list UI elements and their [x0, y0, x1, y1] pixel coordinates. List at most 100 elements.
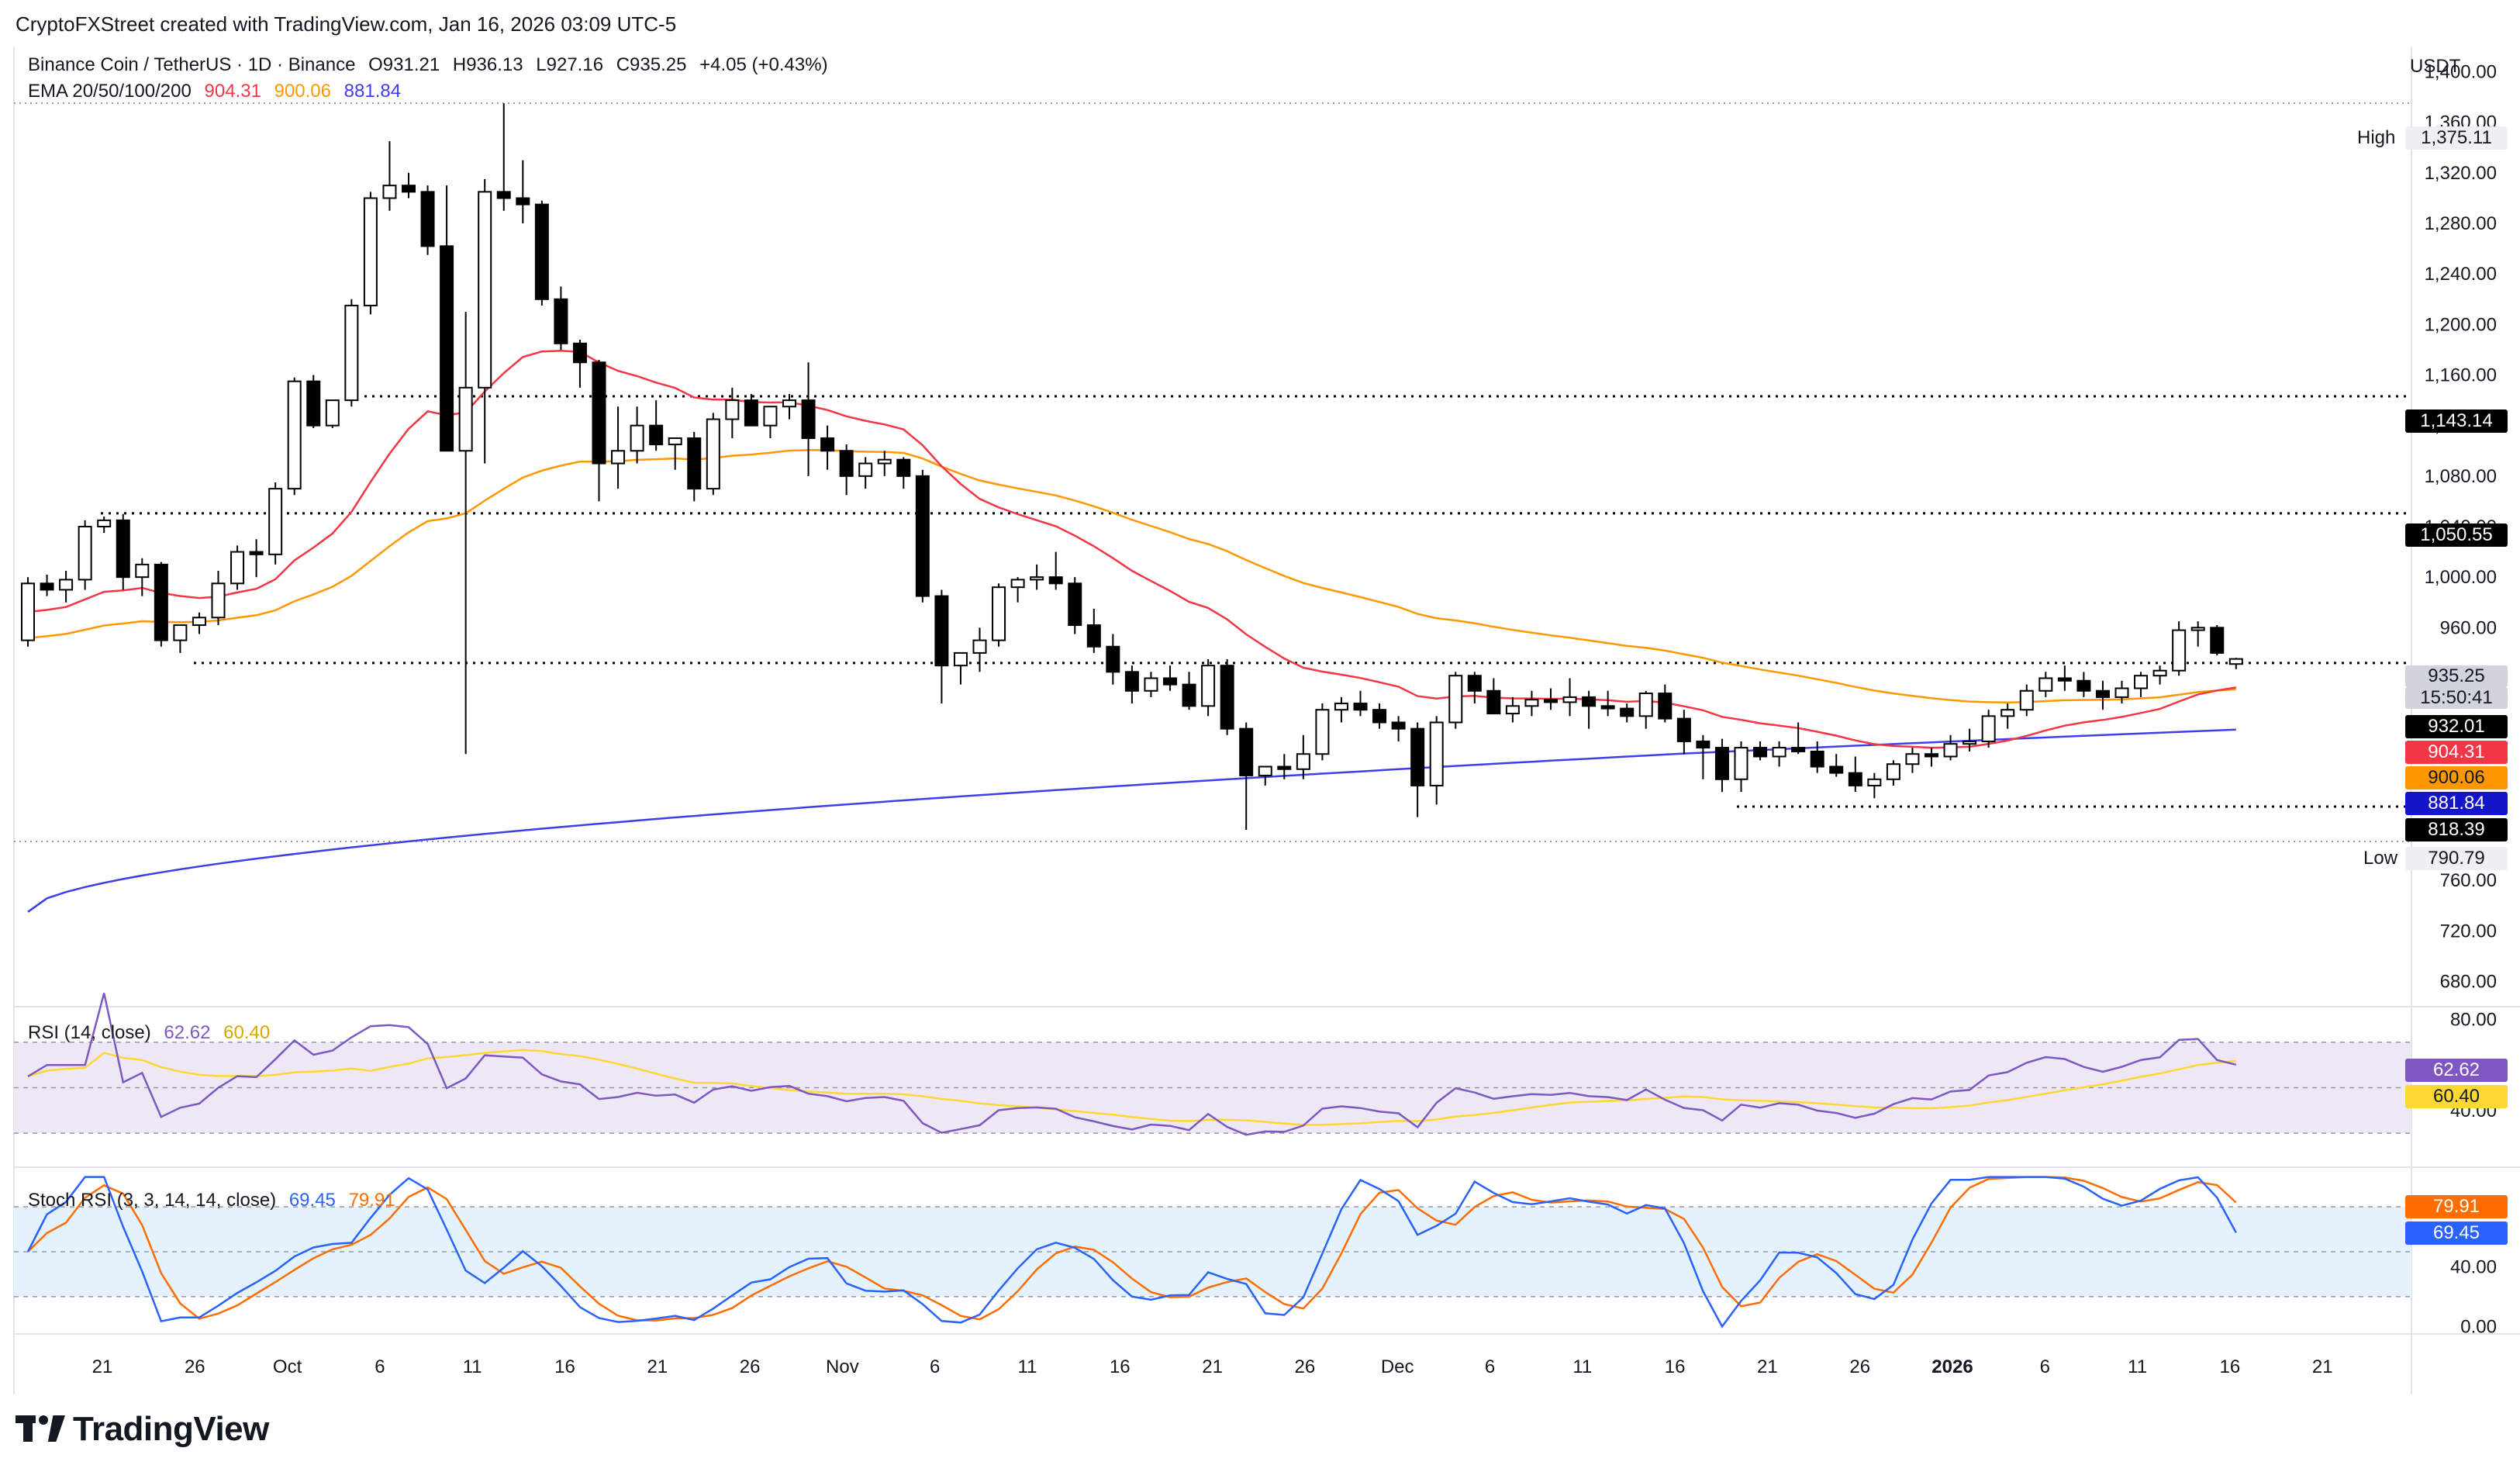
- currency-label[interactable]: USDT: [2410, 56, 2461, 77]
- stoch-k-value: 69.45: [288, 1190, 336, 1211]
- ema20-value: 904.31: [204, 81, 261, 102]
- price-tick-label: 1,000.00: [2425, 567, 2497, 588]
- ema100-line: [27, 728, 2236, 913]
- stoch-legend-title: Stoch RSI (3, 3, 14, 14, close): [28, 1190, 277, 1211]
- candle-down: [1676, 717, 1691, 742]
- x-tick-label: 16: [2220, 1356, 2241, 1377]
- candle-up: [953, 651, 968, 667]
- ohlc-open: O931.21: [368, 54, 440, 75]
- stoch-tick-label: 40.00: [2450, 1256, 2497, 1277]
- candle-up: [630, 424, 644, 452]
- level-1050-tag: 1,050.55: [2405, 523, 2508, 547]
- credit-line: CryptoFXStreet created with TradingView.…: [16, 12, 677, 36]
- ema100-tag: 881.84: [2405, 792, 2508, 815]
- price-tick-label: 1,080.00: [2425, 466, 2497, 487]
- candle-up: [725, 399, 740, 420]
- rsi-value: 62.62: [164, 1022, 211, 1043]
- rsi-line: [27, 993, 2237, 1136]
- candle-up: [1638, 693, 1653, 717]
- candle-down: [820, 437, 835, 452]
- candle-up: [325, 399, 340, 427]
- ohlc-high: H936.13: [452, 54, 523, 75]
- candle-down: [1582, 696, 1597, 707]
- candle-down: [2057, 677, 2072, 682]
- candle-up: [268, 488, 283, 555]
- candle-down: [40, 582, 54, 591]
- candle-down: [592, 361, 606, 465]
- candle-down: [1544, 699, 1558, 703]
- ema50-tag: 900.06: [2405, 766, 2508, 790]
- candle-down: [1696, 740, 1710, 749]
- x-tick-label: 26: [740, 1356, 761, 1377]
- candle-up: [1334, 703, 1348, 711]
- candle-down: [801, 399, 816, 439]
- candle-down: [420, 191, 435, 247]
- rsi-tick-label: 80.00: [2450, 1010, 2497, 1031]
- candle-up: [706, 418, 720, 490]
- tradingview-logo[interactable]: TradingView: [16, 1410, 269, 1449]
- candle-down: [2210, 627, 2225, 654]
- price-tick-label: 1,280.00: [2425, 213, 2497, 234]
- x-tick-label: 21: [1202, 1356, 1223, 1377]
- x-tick-label: 11: [1572, 1356, 1592, 1377]
- candle-up: [1562, 696, 1577, 703]
- ema20-line: [27, 349, 2236, 749]
- candle-up: [668, 437, 682, 446]
- candle-down: [1848, 772, 1862, 786]
- candle-up: [611, 450, 626, 465]
- candle-down: [2076, 679, 2091, 692]
- stoch-d-line: [27, 1176, 2237, 1322]
- stoch-d-tag: 79.91: [2405, 1195, 2508, 1218]
- price-tick-label: 1,200.00: [2425, 314, 2497, 335]
- candle-up: [1258, 765, 1272, 776]
- candle-up: [1867, 778, 1882, 786]
- ohlc-low: L927.16: [536, 54, 604, 75]
- candle-up: [287, 380, 302, 490]
- candle-up: [1030, 576, 1044, 581]
- x-tick-label: Nov: [826, 1356, 859, 1377]
- stoch-d-value: 79.91: [348, 1190, 395, 1211]
- candle-up: [2228, 658, 2243, 665]
- x-tick-label: 16: [554, 1356, 575, 1377]
- candle-down: [496, 191, 511, 199]
- candle-down: [1391, 721, 1406, 730]
- x-tick-label: 21: [647, 1356, 668, 1377]
- candle-down: [1925, 753, 1938, 758]
- x-tick-label: 11: [2128, 1356, 2147, 1377]
- level-818-tag: 818.39: [2405, 818, 2508, 841]
- ema20-tag: 904.31: [2405, 741, 2508, 764]
- low-marker-label: Low: [2363, 848, 2398, 869]
- candle-down: [1714, 747, 1729, 780]
- candle-up: [2114, 687, 2129, 698]
- x-tick-label: 26: [185, 1356, 205, 1377]
- candle-down: [1124, 671, 1139, 692]
- candle-up: [2019, 689, 2034, 711]
- ema50-value: 900.06: [274, 81, 331, 102]
- x-tick-label: 6: [1485, 1356, 1495, 1377]
- x-tick-label: 16: [1665, 1356, 1686, 1377]
- price-tick-label: 760.00: [2440, 870, 2497, 891]
- candle-up: [97, 519, 112, 528]
- candle-down: [934, 595, 949, 667]
- x-tick-label: 2026: [1931, 1356, 1973, 1377]
- candle-up: [1962, 740, 1977, 745]
- candle-down: [1658, 693, 1673, 720]
- candle-up: [59, 579, 74, 591]
- candle-up: [877, 458, 892, 465]
- candle-down: [1467, 675, 1482, 692]
- candle-up: [763, 406, 778, 427]
- candle-down: [516, 197, 530, 206]
- ohlc-change: +4.05 (+0.43%): [699, 54, 828, 75]
- x-tick-label: Dec: [1381, 1356, 1414, 1377]
- candle-down: [116, 519, 130, 579]
- candle-down: [744, 399, 758, 427]
- stoch-legend: Stoch RSI (3, 3, 14, 14, close) 69.45 79…: [28, 1190, 403, 1211]
- candle-down: [915, 475, 930, 597]
- stoch-tick-label: 0.00: [2460, 1316, 2497, 1337]
- rsi-legend: RSI (14, close) 62.62 60.40: [28, 1022, 278, 1044]
- rsi-ma-tag: 60.40: [2405, 1085, 2508, 1108]
- candle-up: [2172, 629, 2187, 672]
- symbol-title: Binance Coin / TetherUS · 1D · Binance: [28, 54, 356, 75]
- candle-down: [1486, 689, 1501, 715]
